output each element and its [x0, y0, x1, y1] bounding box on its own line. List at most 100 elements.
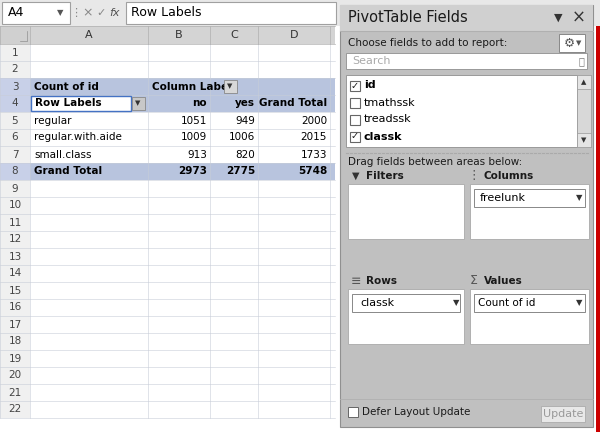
Text: fx: fx [110, 8, 120, 18]
Text: ▼: ▼ [577, 40, 581, 46]
Bar [0, 299, 30, 316]
Text: 5: 5 [11, 115, 19, 126]
Bar [0, 282, 30, 299]
Text: 🔍: 🔍 [578, 56, 584, 66]
Text: Choose fields to add to report:: Choose fields to add to report: [348, 38, 508, 48]
Text: Values: Values [484, 276, 523, 286]
Bar [348, 289, 464, 344]
Text: PivotTable Fields: PivotTable Fields [348, 10, 468, 25]
Text: 1051: 1051 [181, 115, 207, 126]
Text: regular: regular [34, 115, 71, 126]
Text: ✓: ✓ [97, 8, 106, 18]
Text: C: C [230, 30, 238, 40]
Bar [31, 96, 131, 111]
Bar [0, 26, 30, 44]
Text: D: D [290, 30, 298, 40]
Text: Rows: Rows [366, 276, 397, 286]
Text: 2973: 2973 [178, 166, 207, 177]
Bar [30, 78, 335, 95]
Text: ×: × [572, 9, 586, 27]
Bar [0, 333, 30, 350]
Bar [0, 384, 30, 401]
Bar [559, 34, 585, 52]
Text: 22: 22 [8, 404, 22, 414]
Text: 20: 20 [8, 371, 22, 381]
Text: ⋮: ⋮ [468, 169, 480, 182]
Text: 6: 6 [11, 133, 19, 143]
Text: 2: 2 [11, 64, 19, 74]
Text: Search: Search [352, 56, 391, 66]
Text: ▼: ▼ [227, 83, 233, 89]
Bar [350, 114, 360, 124]
Text: 12: 12 [8, 235, 22, 245]
Text: Defer Layout Update: Defer Layout Update [362, 407, 470, 417]
Bar [2, 2, 70, 24]
Text: Σ: Σ [470, 274, 478, 288]
Bar [348, 184, 464, 239]
Bar [350, 98, 360, 108]
Bar [0, 401, 30, 418]
Text: ⋮: ⋮ [70, 8, 82, 18]
Text: ✓: ✓ [351, 80, 359, 90]
Text: Update: Update [543, 409, 583, 419]
Bar [0, 61, 30, 78]
Bar [0, 146, 30, 163]
Text: ▼: ▼ [57, 9, 63, 18]
Text: 2015: 2015 [301, 133, 327, 143]
Bar [577, 75, 591, 89]
Text: 3: 3 [11, 82, 19, 92]
Bar [0, 367, 30, 384]
Text: 16: 16 [8, 302, 22, 312]
Text: ×: × [83, 6, 93, 19]
Text: Row Labels: Row Labels [131, 6, 202, 19]
Bar [0, 0, 600, 26]
Text: classk: classk [364, 131, 403, 142]
Text: regular.with.aide: regular.with.aide [34, 133, 122, 143]
Text: 14: 14 [8, 269, 22, 279]
Text: Column Labels: Column Labels [152, 82, 238, 92]
Text: 2775: 2775 [226, 166, 255, 177]
Text: B: B [175, 30, 183, 40]
Bar [0, 350, 30, 367]
Text: Filters: Filters [366, 171, 404, 181]
Text: 18: 18 [8, 337, 22, 346]
Text: 949: 949 [235, 115, 255, 126]
Text: 10: 10 [8, 200, 22, 210]
Text: ▼: ▼ [453, 299, 459, 308]
Text: ▼: ▼ [136, 101, 140, 107]
Bar [346, 53, 587, 69]
Text: ✓: ✓ [351, 131, 359, 142]
Text: Row Labels: Row Labels [35, 98, 101, 108]
Text: ▼: ▼ [554, 13, 562, 23]
Bar [0, 214, 30, 231]
Text: 5748: 5748 [298, 166, 327, 177]
Text: Drag fields between areas below:: Drag fields between areas below: [348, 157, 522, 167]
Text: 21: 21 [8, 388, 22, 397]
Bar [0, 265, 30, 282]
Text: classk: classk [360, 298, 394, 308]
Text: A4: A4 [8, 6, 25, 19]
Text: 11: 11 [8, 217, 22, 228]
Bar [0, 26, 335, 44]
Bar [0, 44, 30, 61]
Bar [0, 248, 30, 265]
Bar [470, 184, 589, 239]
Text: Count of id: Count of id [34, 82, 99, 92]
Text: Grand Total: Grand Total [259, 98, 327, 108]
Bar [0, 163, 30, 180]
Text: ▲: ▲ [581, 79, 587, 85]
Text: Columns: Columns [484, 171, 534, 181]
Bar [126, 2, 336, 24]
Text: 19: 19 [8, 353, 22, 363]
Text: small.class: small.class [34, 149, 91, 159]
Text: 17: 17 [8, 320, 22, 330]
Bar [30, 95, 335, 112]
Bar [0, 95, 30, 112]
Bar [346, 75, 577, 147]
Text: 15: 15 [8, 286, 22, 295]
Text: Grand Total: Grand Total [34, 166, 102, 177]
Bar [0, 231, 30, 248]
Bar [0, 78, 30, 95]
Bar [577, 75, 591, 147]
Text: A: A [85, 30, 93, 40]
